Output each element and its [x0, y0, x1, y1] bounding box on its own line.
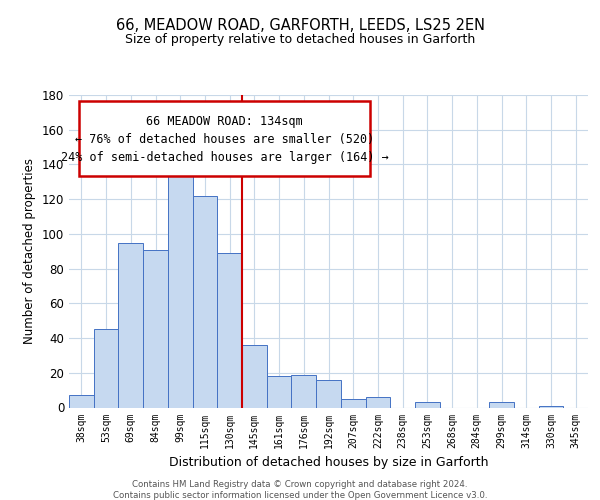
Bar — [118, 242, 143, 408]
Text: 66 MEADOW ROAD: 134sqm: 66 MEADOW ROAD: 134sqm — [146, 116, 303, 128]
Bar — [143, 250, 168, 408]
Bar — [94, 330, 118, 407]
Text: ← 76% of detached houses are smaller (520): ← 76% of detached houses are smaller (52… — [75, 132, 374, 145]
Bar — [292, 374, 316, 408]
X-axis label: Distribution of detached houses by size in Garforth: Distribution of detached houses by size … — [169, 456, 488, 469]
Text: 24% of semi-detached houses are larger (164) →: 24% of semi-detached houses are larger (… — [61, 151, 389, 164]
Bar — [69, 396, 94, 407]
Y-axis label: Number of detached properties: Number of detached properties — [23, 158, 36, 344]
Bar — [341, 399, 365, 407]
Text: Size of property relative to detached houses in Garforth: Size of property relative to detached ho… — [125, 32, 475, 46]
Bar — [316, 380, 341, 407]
Bar — [539, 406, 563, 407]
Bar — [267, 376, 292, 408]
Bar — [168, 172, 193, 408]
Bar — [489, 402, 514, 407]
Bar — [365, 397, 390, 407]
Bar — [193, 196, 217, 408]
Bar — [415, 402, 440, 407]
FancyBboxPatch shape — [79, 101, 370, 176]
Text: Contains HM Land Registry data © Crown copyright and database right 2024.: Contains HM Land Registry data © Crown c… — [132, 480, 468, 489]
Bar — [217, 253, 242, 408]
Bar — [242, 345, 267, 408]
Text: 66, MEADOW ROAD, GARFORTH, LEEDS, LS25 2EN: 66, MEADOW ROAD, GARFORTH, LEEDS, LS25 2… — [115, 18, 485, 32]
Text: Contains public sector information licensed under the Open Government Licence v3: Contains public sector information licen… — [113, 491, 487, 500]
